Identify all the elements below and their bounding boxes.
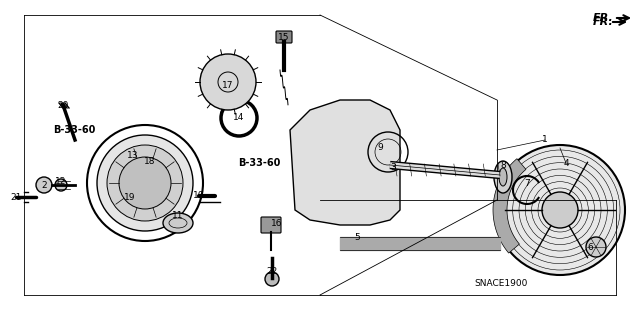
Text: 17: 17	[222, 80, 234, 90]
Text: 9: 9	[377, 144, 383, 152]
Text: 21: 21	[10, 192, 22, 202]
Circle shape	[265, 272, 279, 286]
Text: 20: 20	[58, 100, 68, 109]
Text: 6: 6	[587, 242, 593, 251]
Text: FR.: FR.	[593, 13, 614, 23]
Ellipse shape	[499, 168, 507, 186]
Text: 15: 15	[278, 33, 290, 42]
Circle shape	[200, 54, 256, 110]
Text: 16: 16	[271, 219, 283, 228]
Text: 8: 8	[500, 160, 506, 169]
Circle shape	[97, 135, 193, 231]
Circle shape	[542, 192, 578, 228]
Ellipse shape	[494, 161, 512, 193]
FancyBboxPatch shape	[261, 217, 281, 233]
Text: B-33-60: B-33-60	[238, 158, 280, 168]
Text: FR.: FR.	[593, 17, 614, 27]
Text: 10: 10	[193, 191, 205, 201]
Circle shape	[119, 157, 171, 209]
Text: 5: 5	[354, 233, 360, 241]
Text: 18: 18	[144, 158, 156, 167]
Text: 3: 3	[390, 164, 396, 173]
Circle shape	[586, 237, 606, 257]
Text: 4: 4	[563, 159, 569, 167]
Polygon shape	[493, 159, 526, 253]
Text: 2: 2	[41, 181, 47, 189]
Polygon shape	[290, 100, 400, 225]
Text: SNACE1900: SNACE1900	[474, 278, 527, 287]
Text: 7: 7	[524, 179, 530, 188]
Text: 13: 13	[127, 151, 139, 160]
Text: 11: 11	[172, 211, 184, 220]
Text: B-33-60: B-33-60	[53, 125, 95, 135]
Circle shape	[55, 179, 67, 191]
FancyBboxPatch shape	[276, 31, 292, 43]
Text: 12: 12	[55, 177, 67, 187]
Text: 19: 19	[124, 192, 136, 202]
Circle shape	[495, 145, 625, 275]
Ellipse shape	[163, 213, 193, 233]
Circle shape	[36, 177, 52, 193]
Text: 14: 14	[234, 114, 244, 122]
Circle shape	[107, 145, 183, 221]
Text: 1: 1	[542, 136, 548, 145]
Text: 22: 22	[266, 266, 278, 276]
